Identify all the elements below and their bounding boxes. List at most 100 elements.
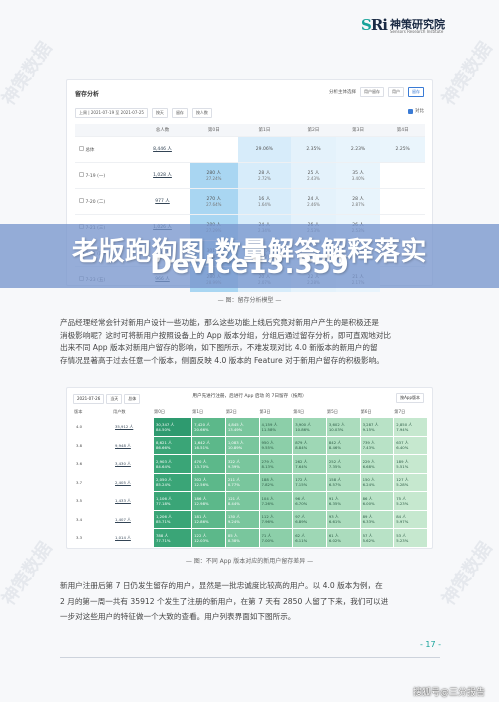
user-count[interactable]: 3,430 人: [113, 455, 153, 473]
retention-cell[interactable]: 3,900 人 10.86%: [293, 418, 326, 436]
retention-cell[interactable]: 2,050 人 85.24%: [154, 473, 192, 491]
retention-cell[interactable]: 4,845 人 13.49%: [225, 418, 259, 436]
retention-cell[interactable]: 71 人 7.00%: [259, 529, 293, 547]
retention-cell[interactable]: 270 人 27.64%: [190, 187, 238, 214]
retention-cell[interactable]: 189 人 5.51%: [394, 455, 427, 473]
retention-cell[interactable]: 93 人 6.61%: [326, 510, 360, 528]
user-count[interactable]: 9,948 人: [113, 436, 153, 454]
retention-cell[interactable]: 91 人 6.35%: [326, 492, 360, 510]
date-range-picker[interactable]: 上周 | 2021-07-19 至 2021-07-25: [75, 108, 148, 118]
column-header[interactable]: 版本: [74, 409, 83, 414]
column-header[interactable]: 用户数: [113, 409, 126, 414]
user-count[interactable]: 1,014 人: [113, 529, 153, 547]
retention-cell[interactable]: 62 人 6.11%: [293, 529, 326, 547]
retention-cell[interactable]: 879 人 8.84%: [293, 436, 326, 454]
retention-cell[interactable]: 57 人 5.62%: [360, 529, 394, 547]
day-select[interactable]: 当天: [106, 394, 123, 404]
column-header[interactable]: 第2日: [225, 409, 237, 414]
column-header[interactable]: 总人数: [135, 124, 190, 136]
retention-cell[interactable]: 24 人 2.46%: [291, 187, 336, 214]
type-select[interactable]: 留存: [171, 108, 188, 118]
column-header[interactable]: 第0日: [154, 409, 166, 414]
retention-cell[interactable]: 130 人 9.24%: [225, 510, 259, 528]
retention-cell[interactable]: 2.23%: [335, 135, 381, 162]
retention-cell[interactable]: 262 人 7.64%: [293, 455, 326, 473]
group-by-select[interactable]: 按App版本: [396, 393, 424, 403]
retention-cell[interactable]: 1,083 人 10.89%: [225, 436, 259, 454]
column-header[interactable]: 第1日: [237, 124, 292, 136]
retention-cell[interactable]: 302 人 12.56%: [192, 473, 225, 491]
column-header[interactable]: 第6日: [360, 409, 372, 414]
column-header[interactable]: 第7日: [394, 409, 406, 414]
retention-cell[interactable]: 279 人 8.13%: [259, 455, 293, 473]
scope-select[interactable]: 总体: [124, 394, 141, 404]
column-header[interactable]: 第2日: [291, 124, 336, 136]
retention-cell[interactable]: 1,642 人 16.51%: [192, 436, 225, 454]
retention-cell[interactable]: 842 人 8.46%: [326, 436, 360, 454]
column-header[interactable]: 第4日: [380, 124, 425, 136]
row-checkbox[interactable]: [79, 171, 84, 177]
column-header[interactable]: [75, 124, 135, 136]
retention-cell[interactable]: 280 人 27.24%: [190, 161, 238, 188]
granularity-select[interactable]: 按天: [151, 108, 168, 118]
retention-cell[interactable]: 3,602 人 10.03%: [326, 418, 360, 436]
retention-cell[interactable]: 172 人 7.15%: [293, 473, 326, 491]
retention-cell[interactable]: 2.35%: [291, 135, 336, 162]
retention-cell[interactable]: 84 人 5.97%: [394, 510, 427, 528]
compare-checkbox[interactable]: 对比: [408, 108, 424, 114]
retention-cell[interactable]: 3,287 人 9.15%: [360, 418, 394, 436]
retention-cell[interactable]: 4,159 人 11.58%: [259, 418, 293, 436]
row-checkbox[interactable]: [79, 197, 84, 203]
retention-cell[interactable]: 181 人 12.86%: [192, 510, 225, 528]
retention-cell[interactable]: 229 人 6.68%: [360, 455, 394, 473]
retention-cell[interactable]: 85 人 8.38%: [225, 529, 259, 547]
retention-cell[interactable]: 2,850 人 7.94%: [394, 418, 427, 436]
retention-cell[interactable]: 96 人 6.70%: [293, 492, 326, 510]
retention-cell[interactable]: 188 人 7.82%: [259, 473, 293, 491]
retention-cell[interactable]: 28 人 2.72%: [237, 161, 292, 188]
total-users[interactable]: 8,446 人: [135, 135, 190, 162]
column-header[interactable]: 第3日: [259, 409, 271, 414]
total-users[interactable]: 977 人: [135, 187, 190, 214]
retention-cell[interactable]: 637 人 6.40%: [394, 436, 427, 454]
retention-cell[interactable]: 29.06%: [237, 135, 292, 162]
retention-cell[interactable]: 121 人 8.44%: [225, 492, 259, 510]
retention-cell[interactable]: 211 人 8.77%: [225, 473, 259, 491]
retention-cell[interactable]: 8,621 人 86.66%: [154, 436, 192, 454]
user-count[interactable]: 1,407 人: [113, 510, 153, 528]
user-count[interactable]: 2,405 人: [113, 473, 153, 491]
retention-cell[interactable]: 89 人 6.33%: [360, 510, 394, 528]
column-header[interactable]: 第3日: [335, 124, 381, 136]
retention-cell[interactable]: 322 人 9.39%: [225, 455, 259, 473]
retention-cell[interactable]: 950 人 9.55%: [259, 436, 293, 454]
retention-cell[interactable]: 127 人 5.28%: [394, 473, 427, 491]
retention-cell[interactable]: 2.25%: [380, 135, 425, 162]
date-picker[interactable]: 2021-07-26: [73, 394, 105, 404]
total-users[interactable]: 1,028 人: [135, 161, 190, 188]
retention-cell[interactable]: 150 人 6.24%: [360, 473, 394, 491]
retention-cell[interactable]: 61 人 6.02%: [326, 529, 360, 547]
retention-cell[interactable]: 53 人 5.23%: [394, 529, 427, 547]
user-count[interactable]: 35,912 人: [113, 418, 153, 436]
retention-cell[interactable]: 97 人 6.89%: [293, 510, 326, 528]
user-count[interactable]: 1,433 人: [113, 492, 153, 510]
column-header[interactable]: 第1日: [192, 409, 204, 414]
retention-cell[interactable]: 7,420 人 20.66%: [192, 418, 225, 436]
subject-select[interactable]: 用户留存: [360, 87, 384, 97]
column-header[interactable]: 第0日: [190, 124, 238, 136]
retention-cell[interactable]: 112 人 7.96%: [259, 510, 293, 528]
retention-cell[interactable]: 122 人 12.03%: [192, 529, 225, 547]
retention-cell[interactable]: 1,106 人 77.18%: [154, 492, 192, 510]
retention-cell[interactable]: 30,347 人 84.50%: [154, 418, 192, 436]
retention-cell[interactable]: 788 人 77.71%: [154, 529, 192, 547]
metric-select[interactable]: 按人数: [191, 108, 212, 118]
retention-cell[interactable]: 104 人 7.26%: [259, 492, 293, 510]
retention-cell[interactable]: 739 人 7.43%: [360, 436, 394, 454]
retention-cell[interactable]: 186 人 12.98%: [192, 492, 225, 510]
retention-cell[interactable]: 35 人 3.40%: [335, 161, 381, 188]
column-header[interactable]: 第5日: [326, 409, 338, 414]
retention-cell[interactable]: 86 人 6.00%: [360, 492, 394, 510]
retention-cell[interactable]: 2,903 人 84.64%: [154, 455, 192, 473]
retention-button[interactable]: 留存: [408, 87, 424, 97]
retention-cell[interactable]: 16 人 1.64%: [237, 187, 292, 214]
